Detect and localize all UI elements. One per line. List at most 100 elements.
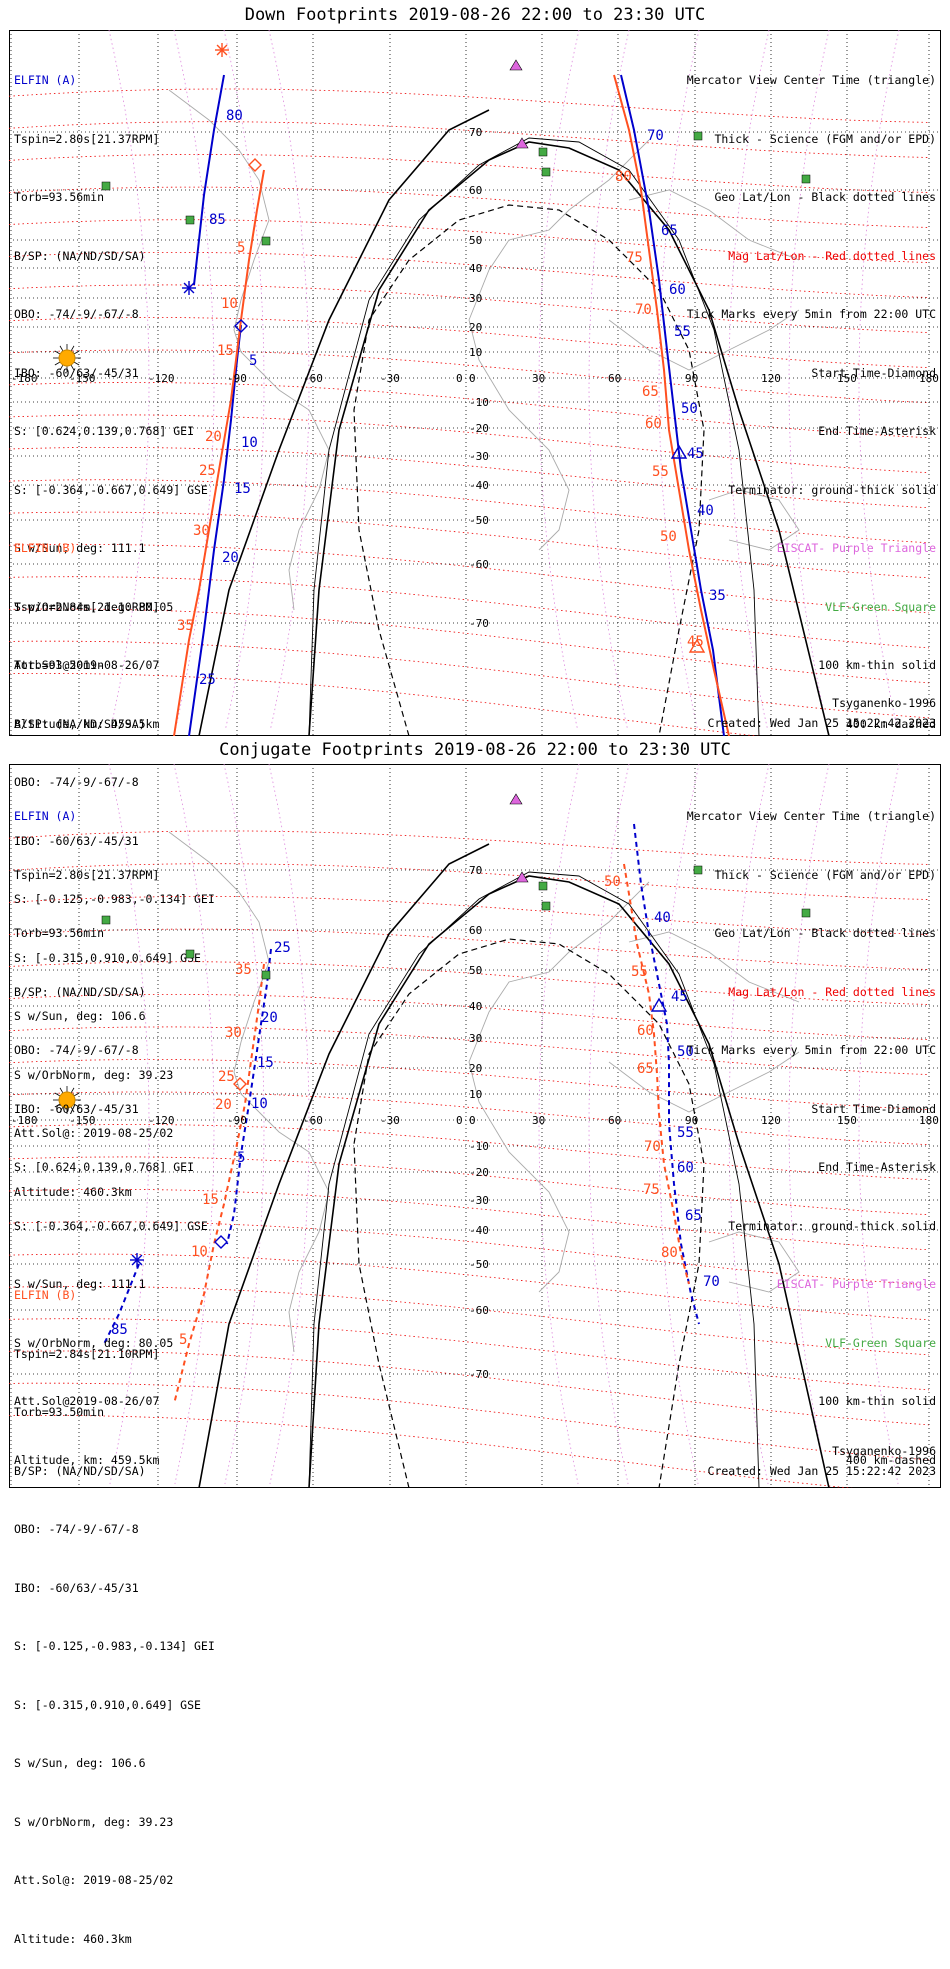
longitude-label: -90	[227, 372, 247, 385]
vlf-square-icon	[185, 215, 195, 225]
mag-lat-line	[9, 1253, 930, 1321]
elfin-b-tick-label: 70	[644, 1139, 661, 1155]
info-line: Att.Sol@: 2019-08-25/02	[14, 1873, 174, 1887]
mag-lat-line	[9, 640, 930, 719]
sun-ray	[59, 364, 64, 371]
info-line: Att.Sol@2019-08-26/07	[14, 658, 160, 672]
elfin-a-tick-label: 65	[661, 223, 678, 239]
longitude-label: -60	[303, 372, 323, 385]
longitude-label: -150	[69, 372, 96, 385]
sun-ray	[70, 345, 75, 352]
eiscat-triangle-icon	[509, 59, 523, 71]
legend-line: 400 km-dashed	[845, 716, 936, 731]
info-line: Torb=93.50min	[14, 1405, 105, 1419]
down-footprints-map: 80 85 5 10 15 20 25 70 65 60 55 50 45 40 35 5 10 15 20 25 30…	[9, 30, 941, 736]
coastline	[608, 309, 800, 371]
start-diamond-icon	[248, 158, 262, 172]
mag-lat-line	[9, 349, 930, 404]
elfin-b-tick-label: 35	[235, 962, 252, 978]
longitude-label: 90	[685, 1114, 698, 1127]
mag-lat-line	[9, 251, 930, 298]
latitude-label: -50	[469, 1258, 489, 1271]
eiscat-triangle-icon	[515, 137, 529, 149]
info-line: S w/OrbNorm, deg: 80.05	[14, 599, 174, 614]
eiscat-triangle-icon	[515, 871, 529, 883]
coastline	[258, 1111, 330, 1353]
elfin-b-tick-label: 50	[660, 529, 677, 545]
legend-line: Mercator View Center Time (triangle)	[686, 73, 936, 87]
elfin-b-tick-label: 5	[179, 1332, 187, 1348]
mag-lon-line	[223, 764, 265, 1485]
mag-lon-line	[173, 764, 215, 1485]
down-model-label: Tsyganenko-1996	[832, 696, 936, 710]
center-time-triangle-icon	[688, 638, 706, 653]
sun-ray	[73, 350, 80, 355]
mag-lon-line	[858, 764, 900, 1485]
elfin-a-track	[193, 74, 225, 286]
latitude-label: -40	[469, 1224, 489, 1237]
latitude-label: 70	[469, 126, 482, 139]
terminator-100km-line	[308, 871, 760, 1488]
sun-icon	[58, 349, 76, 367]
conj-elfin-a-name: ELFIN (A)	[14, 809, 77, 823]
elfin-a-tick-label: 5	[237, 1150, 245, 1166]
elfin-b-tick-label: 80	[615, 169, 632, 185]
mag-lon-line	[788, 764, 830, 1485]
elfin-b-tick-label: 25	[199, 463, 216, 479]
longitude-label: 90	[685, 372, 698, 385]
info-line: S: [-0.315,0.910,0.649] GSE	[14, 1697, 201, 1712]
legend-line: Tick Marks every 5min from 22:00 UTC	[686, 307, 936, 321]
elfin-a-tick-label: 15	[257, 1055, 274, 1071]
mag-lat-line	[9, 1059, 930, 1110]
latitude-label: 20	[469, 1062, 482, 1075]
latitude-label: -20	[469, 1166, 489, 1179]
elfin-a-tick-label: 25	[199, 672, 216, 688]
latitude-label: 40	[469, 262, 482, 275]
longitude-label: 0	[456, 372, 463, 385]
mag-lat-line	[9, 317, 930, 368]
info-line: OBO: -74/-9/-67/-8	[14, 307, 139, 321]
legend-line: 100 km-thin solid	[818, 658, 936, 672]
info-line: Att.Sol@2019-08-26/07	[14, 1394, 160, 1408]
sun-ray	[73, 1092, 80, 1097]
elfin-b-track	[173, 169, 265, 736]
latitude-label: -70	[469, 617, 489, 630]
mag-lat-line	[9, 1188, 930, 1251]
elfin-a-tick-label: 65	[685, 1208, 702, 1224]
mag-lat-line	[9, 1124, 930, 1181]
conj-created-label: Created: Wed Jan 25 15:22:42 2023	[707, 1464, 936, 1478]
mag-lon-line	[588, 764, 630, 1485]
latitude-label: 50	[469, 964, 482, 977]
info-line: Tspin=2.84s[21.10RPM]	[14, 1346, 160, 1361]
info-line: IBO: -60/63/-45/31	[14, 1580, 139, 1595]
latitude-label: 60	[469, 924, 482, 937]
elfin-b-tick-label: 75	[643, 1182, 660, 1198]
elfin-a-tick-label: 5	[249, 353, 257, 369]
conjugate-footprints-map: 2520151058540455055606570353025201510550…	[9, 764, 941, 1488]
end-asterisk-icon	[216, 44, 228, 56]
terminator-ground-line	[198, 843, 490, 1488]
elfin-b-tick-label: 20	[205, 429, 222, 445]
mag-lat-line	[9, 863, 930, 900]
vlf-square-icon	[801, 908, 811, 918]
longitude-label: 120	[761, 372, 781, 385]
elfin-b-tick-label: 35	[177, 618, 194, 634]
mag-lon-line	[728, 764, 770, 1485]
vlf-square-icon	[541, 167, 551, 177]
longitude-label: -60	[303, 1114, 323, 1127]
legend-line: Mercator View Center Time (triangle)	[686, 809, 936, 823]
mag-lat-line	[9, 511, 930, 579]
mag-lon-line	[538, 764, 580, 1485]
elfin-a-tick-label: 45	[671, 989, 688, 1005]
elfin-b-tick-label: 60	[645, 416, 662, 432]
info-line: Torb=93.50min	[14, 658, 105, 672]
legend-line: End Time-Asterisk	[818, 424, 936, 438]
elfin-b-tick-label: 75	[626, 250, 643, 266]
info-line: IBO: -60/63/-45/31	[14, 365, 139, 380]
mag-lat-line	[9, 928, 930, 970]
info-line: S w/OrbNorm, deg: 80.05	[14, 1335, 174, 1350]
sun-ray	[59, 345, 64, 352]
mag-lat-line	[9, 1156, 930, 1216]
legend-line: Terminator: ground-thick solid	[728, 482, 936, 497]
end-asterisk-icon	[131, 1254, 143, 1266]
